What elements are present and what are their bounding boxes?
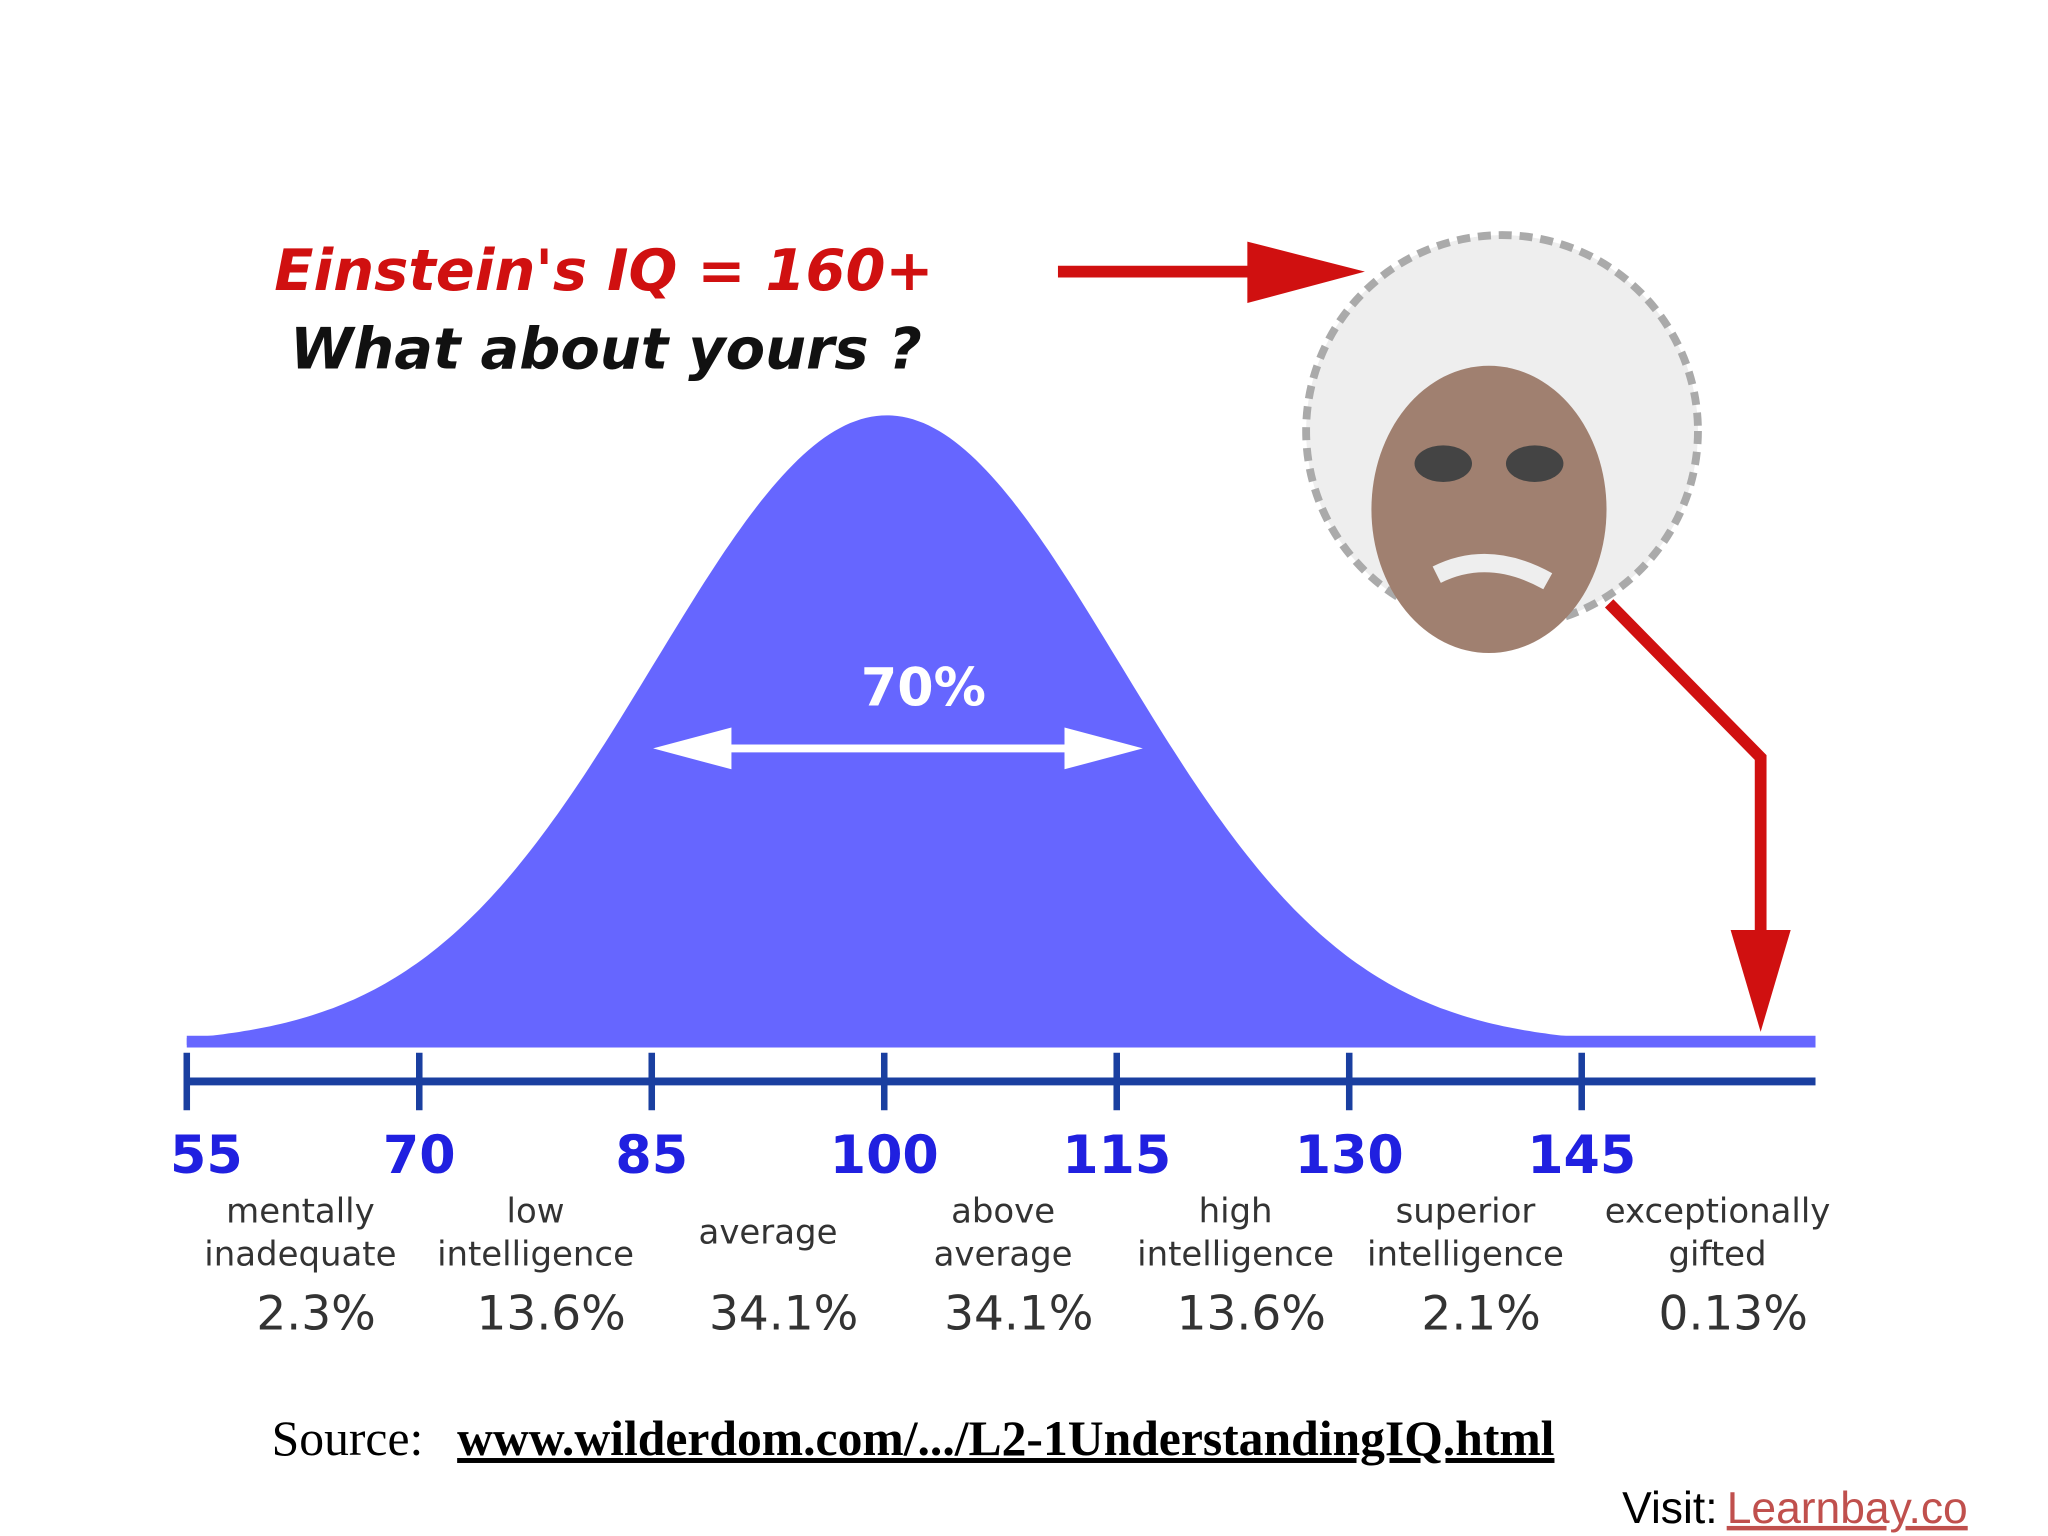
group-label: gifted xyxy=(1669,1235,1767,1275)
group-percent: 13.6% xyxy=(1177,1287,1326,1342)
arrow-to-head xyxy=(1057,241,1365,304)
group-label: high xyxy=(1199,1192,1273,1232)
group-label: inadequate xyxy=(204,1235,396,1275)
tick-label: 70 xyxy=(383,1126,456,1186)
group-label: exceptionally xyxy=(1605,1192,1831,1232)
tick-label: 55 xyxy=(170,1126,243,1186)
visit-prefix: Visit: xyxy=(1622,1484,1717,1533)
group-label: above xyxy=(951,1192,1055,1232)
group-percent: 34.1% xyxy=(944,1287,1093,1342)
group-label: low xyxy=(507,1192,565,1232)
group-label: superior xyxy=(1396,1192,1536,1232)
range-label: 70% xyxy=(861,658,986,718)
arrow-to-tail xyxy=(1604,599,1791,1032)
group-percent: 34.1% xyxy=(709,1287,858,1342)
tick-label: 130 xyxy=(1295,1126,1404,1186)
group-label: average xyxy=(934,1235,1073,1275)
group-label: average xyxy=(699,1212,838,1252)
visit-link[interactable]: Learnbay.co xyxy=(1727,1484,1968,1533)
group-label: intelligence xyxy=(1137,1235,1334,1275)
range-arrow xyxy=(653,727,1143,770)
source-link[interactable]: www.wilderdom.com/.../L2-1UnderstandingI… xyxy=(457,1411,1554,1466)
group-label: intelligence xyxy=(437,1235,634,1275)
tick-label: 145 xyxy=(1527,1126,1636,1186)
tick-label: 115 xyxy=(1062,1126,1171,1186)
headline: Einstein's IQ = 160+ xyxy=(274,237,933,304)
group-label: mentally xyxy=(226,1192,375,1232)
bell-curve xyxy=(186,415,1816,1045)
group-percent: 13.6% xyxy=(477,1287,626,1342)
subheadline: What about yours ? xyxy=(290,315,922,382)
baseline-band xyxy=(186,1035,1816,1048)
group-percent: 2.1% xyxy=(1421,1287,1540,1342)
group-percent: 2.3% xyxy=(256,1287,375,1342)
tick-label: 85 xyxy=(615,1126,688,1186)
source-prefix: Source: xyxy=(272,1411,424,1466)
group-label: intelligence xyxy=(1367,1235,1564,1275)
group-percent: 0.13% xyxy=(1659,1287,1808,1342)
tick-label: 100 xyxy=(830,1126,939,1186)
einstein-head xyxy=(1302,231,1702,654)
